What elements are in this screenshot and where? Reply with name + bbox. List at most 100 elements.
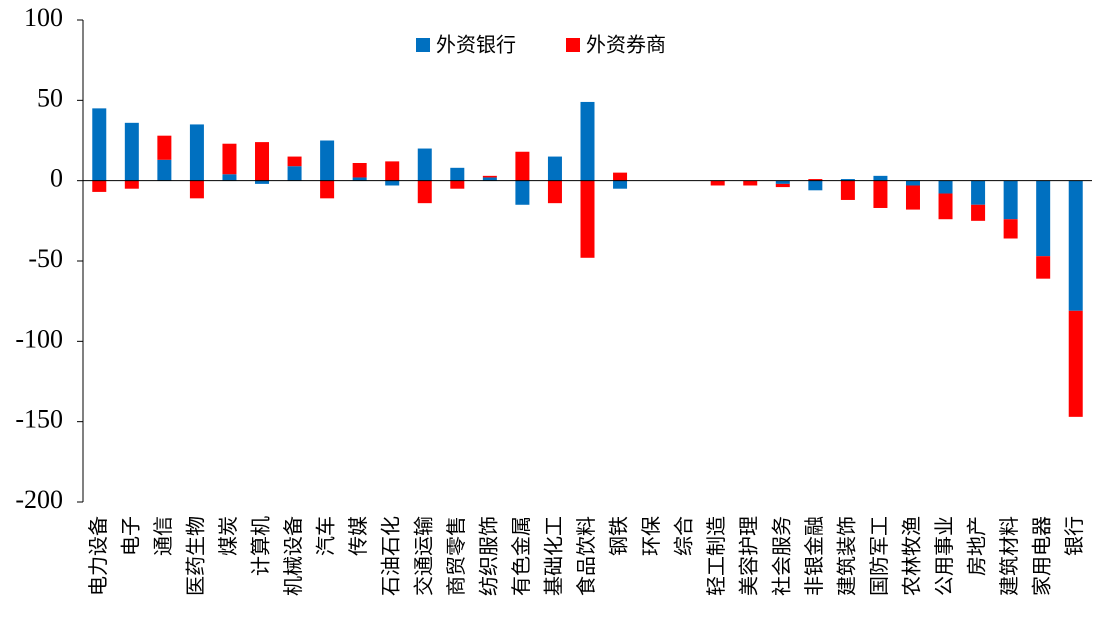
bar-foreign-broker-20 bbox=[743, 180, 758, 186]
y-tick-label: -150 bbox=[15, 405, 63, 434]
legend: 外资银行 外资券商 bbox=[416, 33, 666, 57]
category-label: 社会服务 bbox=[769, 516, 793, 596]
category-label: 医药生物 bbox=[183, 516, 207, 596]
bar-foreign-bank-24 bbox=[873, 175, 888, 181]
bar-foreign-broker-24 bbox=[873, 180, 888, 208]
legend-label: 外资银行 bbox=[436, 33, 516, 57]
bar-foreign-broker-13 bbox=[515, 151, 530, 181]
category-label: 汽车 bbox=[314, 516, 338, 556]
bar-foreign-bank-22 bbox=[808, 180, 823, 191]
bar-foreign-bank-12 bbox=[482, 177, 497, 181]
y-axis: 100 50 0 -50 -100 -150 -200 bbox=[15, 3, 84, 514]
bar-foreign-bank-4 bbox=[222, 174, 237, 181]
bar-foreign-broker-16 bbox=[613, 172, 628, 181]
bar-foreign-broker-0 bbox=[92, 180, 107, 192]
category-label: 纺织服饰 bbox=[476, 516, 500, 596]
category-label: 综合 bbox=[672, 516, 696, 556]
category-label: 建筑材料 bbox=[997, 516, 1021, 596]
bar-foreign-bank-26 bbox=[938, 180, 953, 194]
bar-foreign-broker-11 bbox=[450, 180, 465, 189]
bar-foreign-bank-28 bbox=[1003, 180, 1018, 220]
bar-foreign-bank-3 bbox=[189, 124, 204, 181]
category-label: 电子 bbox=[118, 516, 142, 556]
bar-foreign-broker-4 bbox=[222, 143, 237, 175]
bar-foreign-bank-2 bbox=[157, 159, 172, 181]
bar-foreign-bank-6 bbox=[287, 166, 302, 181]
bar-foreign-broker-22 bbox=[808, 179, 823, 181]
y-tick-label: -50 bbox=[28, 244, 63, 273]
category-label: 国防军工 bbox=[867, 516, 891, 596]
category-label: 银行 bbox=[1062, 516, 1086, 556]
y-tick-label: -100 bbox=[15, 324, 63, 353]
category-label: 美容护理 bbox=[737, 516, 761, 596]
category-label: 煤炭 bbox=[216, 516, 240, 556]
category-label: 商贸零售 bbox=[444, 516, 468, 596]
category-label: 建筑装饰 bbox=[834, 516, 858, 596]
category-label: 交通运输 bbox=[411, 516, 435, 596]
category-label: 钢铁 bbox=[607, 516, 631, 556]
bar-foreign-broker-15 bbox=[580, 180, 595, 258]
bar-foreign-bank-29 bbox=[1036, 180, 1051, 257]
bar-foreign-broker-26 bbox=[938, 193, 953, 220]
bar-foreign-bank-15 bbox=[580, 101, 595, 181]
bar-foreign-broker-8 bbox=[352, 162, 367, 178]
bar-foreign-broker-2 bbox=[157, 135, 172, 160]
y-tick-label: 100 bbox=[24, 3, 63, 32]
bar-foreign-bank-0 bbox=[92, 108, 107, 181]
category-label: 石油石化 bbox=[379, 516, 403, 596]
bar-foreign-bank-8 bbox=[352, 177, 367, 181]
bar-foreign-broker-7 bbox=[320, 180, 335, 199]
bar-foreign-bank-23 bbox=[840, 179, 855, 181]
category-label: 食品饮料 bbox=[574, 516, 598, 596]
bar-foreign-bank-5 bbox=[255, 180, 270, 184]
bar-foreign-broker-12 bbox=[482, 175, 497, 178]
bar-foreign-bank-16 bbox=[613, 180, 628, 189]
category-label: 机械设备 bbox=[281, 516, 305, 596]
bar-foreign-bank-7 bbox=[320, 140, 335, 181]
bar-foreign-bank-30 bbox=[1068, 180, 1083, 311]
bar-foreign-bank-27 bbox=[971, 180, 986, 205]
category-label: 公用事业 bbox=[932, 516, 956, 596]
bar-foreign-broker-14 bbox=[547, 180, 562, 204]
y-tick-label: 50 bbox=[37, 83, 63, 112]
bar-foreign-broker-3 bbox=[189, 180, 204, 199]
bar-foreign-bank-1 bbox=[124, 122, 139, 181]
bar-foreign-broker-30 bbox=[1068, 310, 1083, 417]
bar-foreign-bank-14 bbox=[547, 156, 562, 181]
category-label: 有色金属 bbox=[509, 516, 533, 596]
bar-foreign-broker-19 bbox=[710, 180, 725, 186]
bar-foreign-bank-9 bbox=[385, 180, 400, 186]
category-label: 农林牧渔 bbox=[899, 516, 923, 596]
bar-foreign-broker-21 bbox=[775, 183, 790, 188]
bar-foreign-broker-6 bbox=[287, 156, 302, 167]
bars bbox=[92, 101, 1083, 417]
y-tick-label: 0 bbox=[50, 164, 63, 193]
legend-swatch bbox=[416, 38, 430, 52]
bar-foreign-bank-10 bbox=[417, 148, 432, 181]
category-label: 计算机 bbox=[249, 516, 273, 576]
bar-foreign-broker-25 bbox=[905, 185, 920, 210]
bar-foreign-bank-11 bbox=[450, 167, 465, 181]
category-label: 房地产 bbox=[965, 516, 989, 576]
category-label: 通信 bbox=[151, 516, 175, 556]
bar-foreign-broker-29 bbox=[1036, 256, 1051, 279]
bar-foreign-bank-13 bbox=[515, 180, 530, 205]
bar-foreign-broker-27 bbox=[971, 204, 986, 221]
category-label: 轻工制造 bbox=[704, 516, 728, 596]
category-label: 基础化工 bbox=[541, 516, 565, 596]
category-label: 传媒 bbox=[346, 516, 370, 556]
legend-label: 外资券商 bbox=[586, 33, 666, 57]
bar-foreign-broker-10 bbox=[417, 180, 432, 204]
bar-foreign-broker-23 bbox=[840, 180, 855, 200]
bar-foreign-bank-25 bbox=[905, 180, 920, 186]
bar-foreign-bank-21 bbox=[775, 180, 790, 184]
bar-foreign-broker-9 bbox=[385, 161, 400, 181]
category-label: 家用电器 bbox=[1030, 516, 1054, 596]
bar-foreign-broker-28 bbox=[1003, 219, 1018, 239]
category-labels: 电力设备 电子 通信 医药生物 煤炭 计算机 机械设备 汽车 传媒 石油石化 交通运输 商贸零售 纺织服… bbox=[86, 516, 1086, 596]
category-label: 非银金融 bbox=[802, 516, 826, 596]
category-label: 环保 bbox=[639, 516, 663, 556]
bar-foreign-broker-5 bbox=[255, 142, 270, 181]
legend-swatch bbox=[566, 38, 580, 52]
